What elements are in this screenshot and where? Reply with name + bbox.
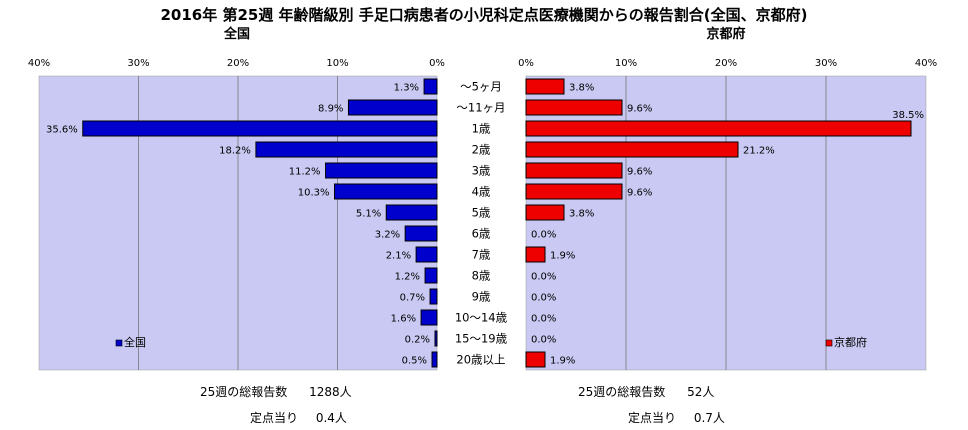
kyoto-tick-label: 20%	[715, 58, 737, 69]
kyoto-bar	[525, 246, 546, 263]
kyoto-data-label: 38.5%	[892, 110, 924, 121]
national-bar	[431, 351, 438, 368]
national-tick-label: 0%	[429, 58, 445, 69]
national-data-label: 8.9%	[318, 104, 343, 115]
category-label: 6歳	[472, 227, 491, 241]
kyoto-panel: 0% 10% 20% 30% 40% 3.8% 9.6% 38.5% 21.2% 9.6% 9.6%…	[518, 58, 937, 371]
national-data-label: 3.2%	[375, 230, 400, 241]
kyoto-bar	[525, 183, 623, 200]
national-tick-label: 40%	[28, 58, 50, 69]
national-bar	[347, 99, 438, 116]
kyoto-bar	[525, 162, 623, 179]
category-label: 4歳	[472, 185, 491, 199]
national-bar	[420, 309, 438, 326]
kyoto-bar	[525, 351, 546, 368]
national-data-label: 35.6%	[46, 125, 78, 136]
kyoto-data-label: 9.6%	[627, 104, 652, 115]
chart-title: 2016年 第25週 年齢階級別 手足口病患者の小児科定点医療機関からの報告割合…	[160, 6, 807, 24]
national-data-label: 1.6%	[391, 314, 416, 325]
kyoto-data-label: 0.0%	[531, 272, 556, 283]
category-label: 3歳	[472, 164, 491, 178]
national-data-label: 0.5%	[402, 356, 427, 367]
category-label: 5歳	[472, 206, 491, 220]
national-bar	[82, 120, 438, 137]
kyoto-bar	[525, 141, 739, 158]
category-label: 10～14歳	[455, 311, 508, 325]
kyoto-total-label: 25週の総報告数	[578, 385, 666, 399]
national-data-label: 10.3%	[298, 188, 330, 199]
kyoto-data-label: 9.6%	[627, 167, 652, 178]
kyoto-bar	[525, 204, 565, 221]
national-data-label: 2.1%	[386, 251, 411, 262]
category-label: 20歳以上	[456, 353, 505, 367]
kyoto-per-label: 定点当り	[628, 411, 677, 425]
national-per-stats: 定点当り 0.4人	[250, 409, 347, 426]
national-data-label: 18.2%	[219, 146, 251, 157]
national-total-label: 25週の総報告数	[200, 385, 288, 399]
category-label: 2歳	[472, 143, 491, 157]
national-tick-label: 20%	[227, 58, 249, 69]
category-label: ～5ヶ月	[460, 80, 502, 94]
category-label: 15～19歳	[455, 332, 508, 346]
kyoto-tick-label: 40%	[915, 58, 937, 69]
kyoto-panel-title: 京都府	[706, 26, 745, 42]
kyoto-data-label: 1.9%	[550, 356, 575, 367]
kyoto-bar	[525, 99, 623, 116]
national-bar	[255, 141, 438, 158]
kyoto-legend-label: 京都府	[834, 335, 867, 349]
kyoto-bar	[525, 78, 565, 95]
kyoto-tick-label: 10%	[615, 58, 637, 69]
national-bar	[325, 162, 438, 179]
kyoto-data-label: 0.0%	[531, 335, 556, 346]
category-label: ～11ヶ月	[456, 101, 505, 115]
category-label: 7歳	[472, 248, 491, 262]
national-tick-label: 10%	[326, 58, 348, 69]
kyoto-data-label: 21.2%	[743, 146, 775, 157]
national-data-label: 11.2%	[289, 167, 321, 178]
kyoto-tick-label: 30%	[815, 58, 837, 69]
national-panel-title: 全国	[223, 26, 250, 42]
national-bar	[404, 225, 438, 242]
kyoto-data-label: 3.8%	[569, 83, 594, 94]
kyoto-data-label: 9.6%	[627, 188, 652, 199]
national-bar	[385, 204, 438, 221]
kyoto-legend-swatch	[825, 339, 833, 347]
national-bar	[424, 267, 438, 284]
national-data-label: 1.2%	[395, 272, 420, 283]
category-label: 8歳	[472, 269, 491, 283]
national-stats: 25週の総報告数 1288人	[200, 383, 352, 400]
kyoto-bar	[525, 120, 912, 137]
category-labels: ～5ヶ月 ～11ヶ月 1歳 2歳 3歳 4歳 5歳 6歳 7歳 8歳 9歳 10～14歳 15～19歳 2…	[455, 80, 508, 367]
category-label: 9歳	[472, 290, 491, 304]
national-legend-swatch	[115, 339, 123, 347]
kyoto-data-label: 1.9%	[550, 251, 575, 262]
national-bar	[423, 78, 438, 95]
kyoto-per-value: 0.7人	[693, 411, 725, 425]
kyoto-stats: 25週の総報告数 52人	[578, 383, 714, 400]
national-bar	[334, 183, 438, 200]
national-bar	[434, 330, 438, 347]
national-data-label: 5.1%	[356, 209, 381, 220]
national-panel: 40% 30% 20% 10% 0% 1.3% 8.9% 35.6% 18.2% 11.2% 10.…	[28, 58, 445, 371]
kyoto-data-label: 0.0%	[531, 230, 556, 241]
kyoto-data-label: 0.0%	[531, 314, 556, 325]
national-bar	[429, 288, 438, 305]
national-legend-label: 全国	[124, 335, 146, 349]
kyoto-tick-label: 0%	[518, 58, 534, 69]
national-per-value: 0.4人	[315, 411, 347, 425]
national-data-label: 1.3%	[394, 83, 419, 94]
national-tick-label: 30%	[127, 58, 149, 69]
kyoto-per-stats: 定点当り 0.7人	[628, 409, 725, 426]
national-bar	[415, 246, 438, 263]
kyoto-data-label: 3.8%	[569, 209, 594, 220]
national-data-label: 0.7%	[400, 293, 425, 304]
kyoto-total-value: 52人	[687, 385, 715, 399]
national-data-label: 0.2%	[405, 335, 430, 346]
national-per-label: 定点当り	[250, 411, 299, 425]
category-label: 1歳	[472, 122, 491, 136]
kyoto-data-label: 0.0%	[531, 293, 556, 304]
national-total-value: 1288人	[309, 385, 352, 399]
